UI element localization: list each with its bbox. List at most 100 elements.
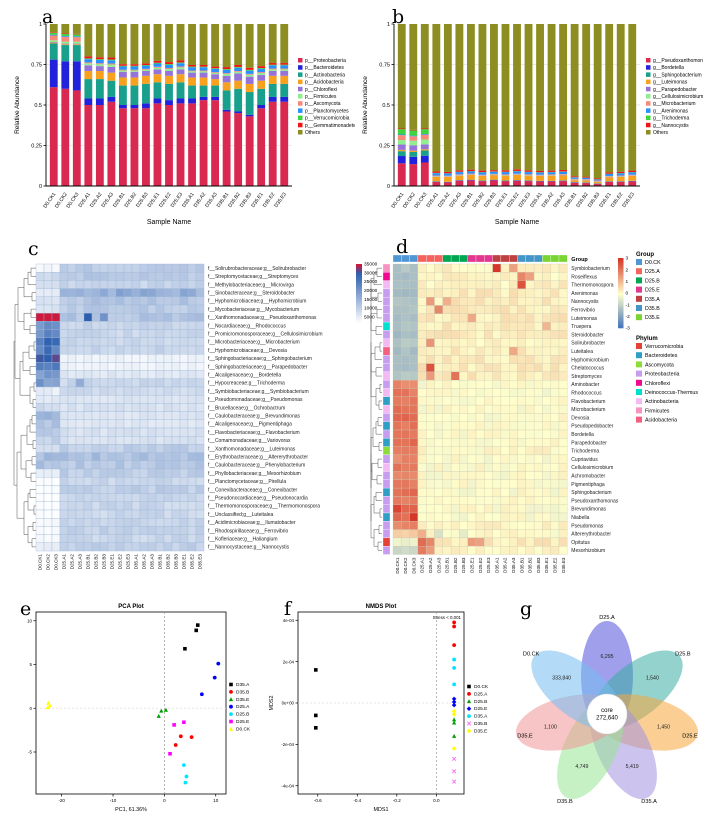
- heatmap-cell: [533, 321, 543, 331]
- heatmap-cell: [123, 477, 133, 486]
- legend-swatch: [298, 108, 303, 113]
- heatmap-cell: [542, 305, 551, 314]
- heatmap-cell: [107, 493, 117, 502]
- heatmap-cell: [542, 272, 551, 281]
- heatmap-cell: [442, 471, 452, 480]
- heatmap-cell: [517, 313, 526, 323]
- heatmap-cell: [147, 542, 157, 552]
- colorbar-slice: [618, 290, 624, 294]
- heatmap-cell: [517, 330, 526, 339]
- heatmap-cell: [500, 363, 510, 373]
- heatmap-cell: [75, 509, 85, 519]
- column-label: D35.E3: [561, 557, 566, 573]
- heatmap-cell: [115, 526, 125, 535]
- heatmap-cell: [51, 296, 61, 306]
- group-annotation-cell: [450, 254, 460, 263]
- bar-segment: [84, 70, 93, 80]
- heatmap-cell: [155, 427, 165, 437]
- heatmap-cell: [434, 330, 443, 339]
- row-label: f__Xanthomonadaceae;g__Pseudoxanthomonas: [208, 315, 317, 321]
- heatmap-cell: [83, 329, 93, 338]
- scatter-point: [181, 763, 186, 768]
- heatmap-cell: [187, 518, 197, 527]
- heatmap-cell: [75, 411, 85, 420]
- heatmap-cell: [195, 493, 205, 502]
- row-label: Altererythrobacter: [571, 532, 611, 538]
- heatmap-cell: [99, 304, 109, 314]
- heatmap-cell: [195, 419, 205, 429]
- heatmap-cell: [525, 521, 535, 530]
- heatmap-cell: [99, 288, 109, 297]
- heatmap-cell: [467, 496, 477, 505]
- legend-label: D35.E: [236, 697, 249, 703]
- scatter-point: [452, 733, 457, 738]
- heatmap-cell: [195, 329, 205, 338]
- legend-label: g__Luteimonas: [653, 80, 688, 86]
- heatmap-cell: [492, 413, 502, 422]
- bar-segment: [559, 174, 568, 175]
- colorbar-slice: [618, 293, 624, 296]
- heatmap-cell: [123, 444, 133, 453]
- bar-segment: [420, 155, 429, 163]
- phylum-annotation-cell: [382, 446, 391, 456]
- colorbar-slice: [356, 281, 362, 284]
- bar-segment: [616, 173, 625, 176]
- heatmap-cell: [163, 477, 173, 486]
- bar-segment: [397, 129, 406, 135]
- heatmap-cell: [99, 460, 109, 470]
- heatmap-cell: [401, 297, 410, 306]
- heatmap-cell: [83, 485, 93, 494]
- heatmap-cell: [459, 512, 468, 522]
- heatmap-cell: [442, 355, 452, 364]
- bar-segment: [61, 43, 70, 45]
- heatmap-cell: [392, 297, 402, 306]
- y-tick-label: 1: [39, 22, 42, 28]
- bar-segment: [501, 174, 510, 175]
- bar-segment: [268, 75, 277, 84]
- bar-segment: [455, 170, 464, 172]
- heatmap-cell: [131, 386, 141, 396]
- dendrogram-branch: [33, 382, 36, 392]
- heatmap-cell: [525, 396, 535, 406]
- heatmap-cell: [426, 388, 435, 397]
- heatmap-cell: [442, 305, 452, 314]
- bar-segment: [420, 133, 429, 135]
- heatmap-cell: [195, 263, 205, 273]
- heatmap-cell: [75, 436, 85, 445]
- heatmap-cell: [163, 378, 173, 388]
- heatmap-cell: [155, 272, 165, 281]
- x-tick-label: 0: [163, 798, 166, 803]
- heatmap-cell: [558, 338, 568, 348]
- heatmap-cell: [115, 534, 125, 543]
- flower-venn: 6,295D25.A1,540D25.B1,450D25.E5,419D35.A…: [516, 615, 698, 805]
- heatmap-cell: [525, 288, 535, 298]
- row-label: Cupriavidus: [571, 457, 598, 463]
- row-label: Nannocystis: [571, 299, 599, 305]
- legend-label: Others: [653, 130, 669, 136]
- row-label: Streptomyces: [571, 374, 602, 380]
- heatmap-cell: [115, 395, 125, 404]
- heatmap-cell: [484, 504, 493, 514]
- column-label: D35.A2: [503, 557, 508, 573]
- bar-segment: [153, 82, 162, 99]
- heatmap-cell: [417, 521, 427, 530]
- heatmap-cell: [492, 280, 502, 290]
- heatmap-cell: [550, 355, 560, 364]
- bar-segment: [49, 32, 58, 35]
- heatmap-cell: [187, 272, 197, 281]
- heatmap-cell: [43, 436, 53, 445]
- heatmap-cell: [139, 378, 149, 388]
- heatmap-cell: [187, 468, 197, 478]
- heatmap-cell: [401, 521, 410, 530]
- bar-segment: [257, 66, 266, 69]
- heatmap-cell: [450, 280, 460, 290]
- heatmap-cell: [550, 413, 560, 422]
- colorbar-slice: [356, 291, 362, 294]
- row-label: f__Xanthomonadaceae;g__Luteimonas: [208, 446, 296, 452]
- heatmap-cell: [533, 346, 543, 356]
- bar-segment: [142, 63, 150, 65]
- heatmap-cell: [99, 468, 109, 478]
- legend-label: D35.A: [474, 714, 488, 720]
- scatter-point: [229, 719, 233, 724]
